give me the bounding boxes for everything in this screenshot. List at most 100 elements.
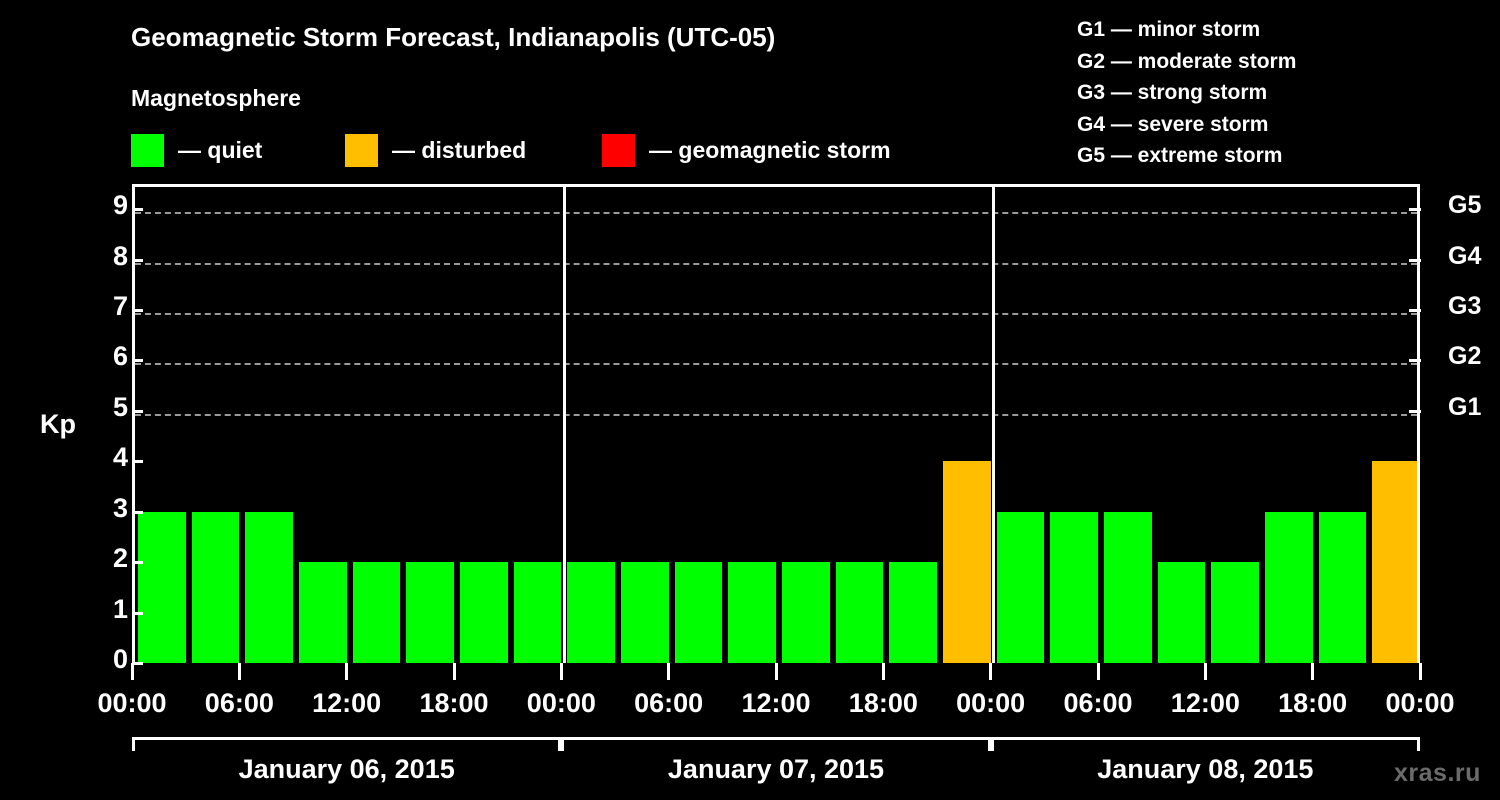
x-tick-mark (881, 663, 885, 680)
y-tick-label-8: 8 (112, 240, 128, 271)
g-scale-line-3: G3 — strong storm (1077, 81, 1268, 104)
y-axis-ticks: 0 1 2 3 4 5 6 7 8 9 (62, 0, 128, 800)
day-divider (562, 187, 566, 663)
y-tick-mark (132, 510, 143, 514)
gridline-kp-7 (135, 313, 1417, 316)
date-label: January 08, 2015 (1097, 754, 1314, 784)
bar-kp-2-quiet (889, 562, 937, 663)
x-tick-label: 12:00 (1170, 688, 1240, 718)
bar-kp-2-quiet (674, 562, 723, 663)
y-tick-label-1: 1 (112, 593, 128, 624)
bar-kp-2-quiet (299, 562, 347, 663)
x-tick-mark (452, 663, 456, 680)
y-tick-label-7: 7 (112, 291, 128, 322)
x-tick-label: 18:00 (1278, 688, 1348, 718)
x-tick-mark (237, 663, 241, 680)
g-tick-label-G3: G3 (1448, 292, 1482, 321)
legend-label: — disturbed (392, 136, 527, 163)
g-tick-mark (1409, 359, 1421, 363)
g-scale-line-1: G1 — minor storm (1077, 18, 1261, 41)
bar-kp-3-quiet (1104, 511, 1152, 663)
bar-kp-2-quiet (352, 562, 401, 663)
x-tick-label: 00:00 (956, 688, 1026, 718)
x-tick-label: 12:00 (312, 688, 382, 718)
y-tick-mark (132, 561, 143, 565)
x-tick-mark (989, 663, 993, 680)
x-tick-mark (667, 663, 671, 680)
y-tick-mark (132, 309, 143, 313)
x-tick-label: 12:00 (741, 688, 811, 718)
x-tick-label: 00:00 (526, 688, 596, 718)
x-tick-label: 06:00 (634, 688, 704, 718)
legend-label: — geomagnetic storm (649, 136, 891, 163)
y-tick-mark (132, 208, 143, 212)
bar-kp-3-quiet (996, 511, 1045, 663)
bar-kp-3-quiet (1050, 511, 1098, 663)
g-tick-label-G1: G1 (1448, 392, 1482, 421)
bar-kp-2-quiet (835, 562, 884, 663)
legend-item-green: — quiet (131, 133, 262, 167)
x-tick-mark (130, 663, 134, 680)
y-axis-label: Kp (40, 409, 76, 439)
g-tick-mark (1409, 208, 1421, 212)
x-tick-mark (559, 663, 563, 680)
day-divider (992, 187, 996, 663)
bar-kp-4-disturbed (1372, 461, 1417, 663)
x-tick-label: 18:00 (419, 688, 489, 718)
bar-kp-2-quiet (513, 562, 562, 663)
x-tick-mark (345, 663, 349, 680)
bar-kp-2-quiet (621, 562, 669, 663)
red-swatch (602, 133, 635, 167)
bar-kp-2-quiet (567, 562, 615, 663)
x-tick-mark (1203, 663, 1207, 680)
plot-area (132, 184, 1420, 663)
g-scale-line-5: G5 — extreme storm (1077, 144, 1283, 167)
bar-kp-3-quiet (245, 511, 293, 663)
bar-kp-2-quiet (1157, 562, 1206, 663)
y-tick-mark (132, 359, 143, 363)
watermark: xras.ru (1394, 759, 1481, 787)
g-tick-mark (1409, 309, 1421, 313)
gridline-kp-9 (135, 212, 1417, 215)
date-label: January 07, 2015 (667, 754, 885, 784)
g-scale-line-4: G4 — severe storm (1077, 112, 1269, 136)
bar-kp-2-quiet (460, 562, 508, 663)
x-tick-label: 06:00 (204, 688, 274, 718)
y-tick-label-2: 2 (112, 543, 128, 574)
x-tick-mark (1311, 663, 1315, 680)
bar-kp-3-quiet (191, 511, 240, 663)
y-tick-mark (132, 409, 143, 413)
date-bracket (990, 737, 1420, 751)
plot-inner (135, 187, 1417, 663)
date-bracket (132, 737, 562, 751)
x-tick-mark (1096, 663, 1100, 680)
green-swatch (131, 133, 164, 167)
gridline-kp-8 (135, 262, 1417, 265)
g-scale-legend: G1 — minor storm G2 — moderate storm G3 — … (1077, 14, 1296, 172)
y-tick-label-5: 5 (112, 391, 128, 422)
y-tick-mark (132, 611, 143, 615)
y-tick-label-4: 4 (112, 442, 128, 473)
x-tick-mark (1418, 663, 1422, 680)
right-axis-ticks: G1 G2 G3 G4 G5 (1420, 0, 1500, 800)
page-title: Geomagnetic Storm Forecast, Indianapolis… (131, 22, 776, 52)
x-tick-label: 00:00 (1385, 688, 1455, 718)
y-tick-label-3: 3 (112, 492, 128, 523)
g-tick-label-G2: G2 (1448, 342, 1482, 371)
y-tick-mark (132, 258, 143, 262)
g-tick-label-G5: G5 (1448, 191, 1482, 220)
bar-kp-2-quiet (728, 562, 776, 663)
orange-swatch (345, 133, 378, 167)
y-tick-mark (132, 460, 143, 464)
legend-item-orange: — disturbed (345, 133, 526, 167)
gridline-kp-6 (135, 363, 1417, 366)
x-tick-label: 06:00 (1063, 688, 1133, 718)
date-label: January 06, 2015 (238, 754, 455, 784)
g-tick-label-G4: G4 (1448, 241, 1482, 270)
g-tick-mark (1409, 409, 1421, 413)
y-tick-label-0: 0 (112, 644, 128, 674)
legend-item-red: — geomagnetic storm (602, 133, 891, 167)
legend-label: — quiet (178, 136, 263, 163)
g-scale-line-2: G2 — moderate storm (1077, 49, 1297, 73)
